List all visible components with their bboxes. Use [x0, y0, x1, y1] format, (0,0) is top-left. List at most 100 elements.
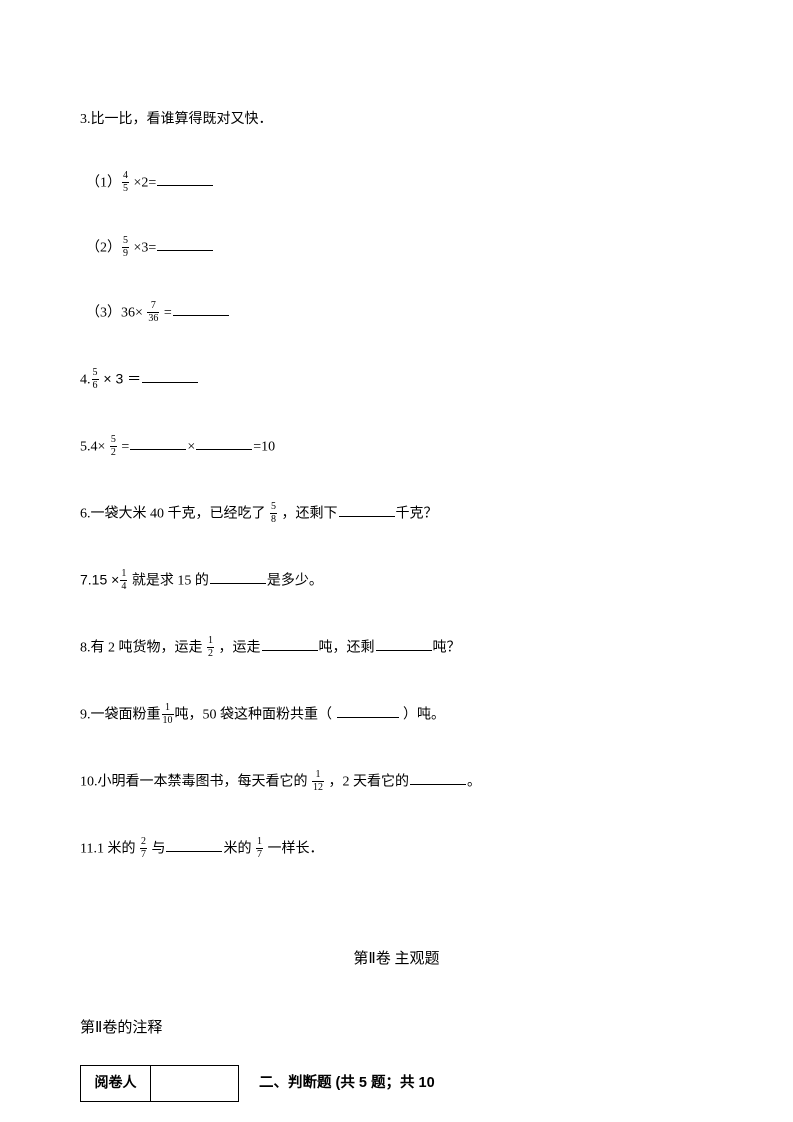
- fraction: 14: [120, 569, 127, 592]
- answer-blank[interactable]: [339, 503, 395, 517]
- q3-1-after: ×2=: [130, 175, 156, 190]
- numerator: 1: [207, 636, 214, 648]
- section2-title: 二、判断题 (共 5 题；共 10: [259, 1073, 435, 1093]
- denominator: 4: [120, 581, 127, 592]
- q8-mid1: ，运走: [215, 640, 261, 655]
- denominator: 7: [140, 849, 147, 860]
- answer-blank[interactable]: [173, 302, 229, 316]
- fraction: 52: [110, 435, 117, 458]
- question-10: 10.小明看一本禁毒图书，每天看它的 112 ，2 天看它的 。: [80, 771, 713, 794]
- denominator: 2: [110, 447, 117, 458]
- denominator: 36: [147, 313, 159, 324]
- q11-mid2: 米的: [223, 841, 255, 856]
- question-5: 5.4× 52 = × =10: [80, 436, 713, 459]
- grader-table: 阅卷人: [80, 1065, 239, 1102]
- q7-mid: 就是求 15 的: [128, 573, 209, 588]
- answer-blank[interactable]: [337, 704, 399, 718]
- fraction: 112: [312, 770, 324, 793]
- section2-title-row: 阅卷人 二、判断题 (共 5 题；共 10: [80, 1065, 713, 1102]
- q5-suffix: =10: [253, 439, 275, 454]
- answer-blank[interactable]: [166, 838, 222, 852]
- q3-title: 3.比一比，看谁算得既对又快．: [80, 110, 713, 130]
- q8-suffix: 吨？: [433, 640, 461, 655]
- q9-prefix: 9.一袋面粉重: [80, 707, 161, 722]
- fraction: 17: [256, 837, 263, 860]
- q5-mid1: =: [118, 439, 129, 454]
- q7-suffix: 是多少。: [267, 573, 323, 588]
- question-3: 3.比一比，看谁算得既对又快． （1）45 ×2= （2）59 ×3= （3）3…: [80, 110, 713, 325]
- q3-1-label: （1）: [86, 175, 121, 190]
- grader-label-cell: 阅卷人: [81, 1065, 151, 1101]
- q3-2-after: ×3=: [130, 240, 156, 255]
- q3-3-after: =: [160, 305, 171, 320]
- q7-prefix: 7.15 ×: [80, 571, 119, 587]
- q4-mid: × 3 ＝: [100, 370, 142, 386]
- numerator: 1: [162, 703, 174, 715]
- section2-header: 第Ⅱ卷 主观题: [80, 949, 713, 970]
- answer-blank[interactable]: [262, 637, 318, 651]
- q3-part-1: （1）45 ×2=: [86, 172, 713, 195]
- q8-mid2: 吨，还剩: [319, 640, 375, 655]
- denominator: 2: [207, 648, 214, 659]
- question-6: 6.一袋大米 40 千克，已经吃了 58 ，还剩下 千克？: [80, 503, 713, 526]
- q11-prefix: 11.1 米的: [80, 841, 139, 856]
- q3-part-2: （2）59 ×3=: [86, 237, 713, 260]
- q10-mid: ，2 天看它的: [325, 774, 409, 789]
- denominator: 10: [162, 715, 174, 726]
- numerator: 5: [270, 502, 277, 514]
- q4-prefix: 4.: [80, 372, 91, 387]
- q3-2-label: （2）: [86, 240, 121, 255]
- question-11: 11.1 米的 27 与米的 17 一样长．: [80, 838, 713, 861]
- section2-note: 第Ⅱ卷的注释: [80, 1018, 713, 1039]
- fraction: 736: [147, 301, 159, 324]
- denominator: 12: [312, 782, 324, 793]
- question-4: 4.56 × 3 ＝: [80, 369, 713, 392]
- answer-blank[interactable]: [196, 436, 252, 450]
- answer-blank[interactable]: [157, 237, 213, 251]
- q6-prefix: 6.一袋大米 40 千克，已经吃了: [80, 506, 269, 521]
- question-7: 7.15 ×14 就是求 15 的 是多少。: [80, 570, 713, 593]
- question-9: 9.一袋面粉重110吨，50 袋这种面粉共重（ ）吨。: [80, 704, 713, 727]
- numerator: 7: [147, 301, 159, 313]
- numerator: 1: [256, 837, 263, 849]
- answer-blank[interactable]: [410, 771, 466, 785]
- numerator: 5: [92, 368, 99, 380]
- q11-mid1: 与: [148, 841, 166, 856]
- q3-3-label: （3）36×: [86, 305, 146, 320]
- q8-prefix: 8.有 2 吨货物，运走: [80, 640, 206, 655]
- numerator: 2: [140, 837, 147, 849]
- numerator: 1: [312, 770, 324, 782]
- numerator: 4: [122, 171, 129, 183]
- fraction: 58: [270, 502, 277, 525]
- answer-blank[interactable]: [157, 172, 213, 186]
- q5-mid2: ×: [187, 439, 195, 454]
- question-8: 8.有 2 吨货物，运走 12 ，运走 吨，还剩 吨？: [80, 637, 713, 660]
- q11-suffix: 一样长．: [264, 841, 324, 856]
- q9-suffix: ）吨。: [400, 707, 446, 722]
- denominator: 7: [256, 849, 263, 860]
- fraction: 27: [140, 837, 147, 860]
- denominator: 8: [270, 514, 277, 525]
- answer-blank[interactable]: [142, 369, 198, 383]
- denominator: 9: [122, 248, 129, 259]
- denominator: 6: [92, 380, 99, 391]
- fraction: 45: [122, 171, 129, 194]
- fraction: 12: [207, 636, 214, 659]
- answer-blank[interactable]: [130, 436, 186, 450]
- answer-blank[interactable]: [376, 637, 432, 651]
- q10-prefix: 10.小明看一本禁毒图书，每天看它的: [80, 774, 311, 789]
- q6-suffix: 千克？: [396, 506, 438, 521]
- q5-prefix: 5.4×: [80, 439, 109, 454]
- numerator: 5: [110, 435, 117, 447]
- numerator: 1: [120, 569, 127, 581]
- answer-blank[interactable]: [210, 570, 266, 584]
- numerator: 5: [122, 236, 129, 248]
- fraction: 59: [122, 236, 129, 259]
- q10-suffix: 。: [467, 774, 481, 789]
- q6-mid: ，还剩下: [278, 506, 338, 521]
- fraction: 56: [92, 368, 99, 391]
- grader-blank-cell[interactable]: [151, 1065, 239, 1101]
- denominator: 5: [122, 183, 129, 194]
- fraction: 110: [162, 703, 174, 726]
- q9-mid: 吨，50 袋这种面粉共重（: [175, 707, 336, 722]
